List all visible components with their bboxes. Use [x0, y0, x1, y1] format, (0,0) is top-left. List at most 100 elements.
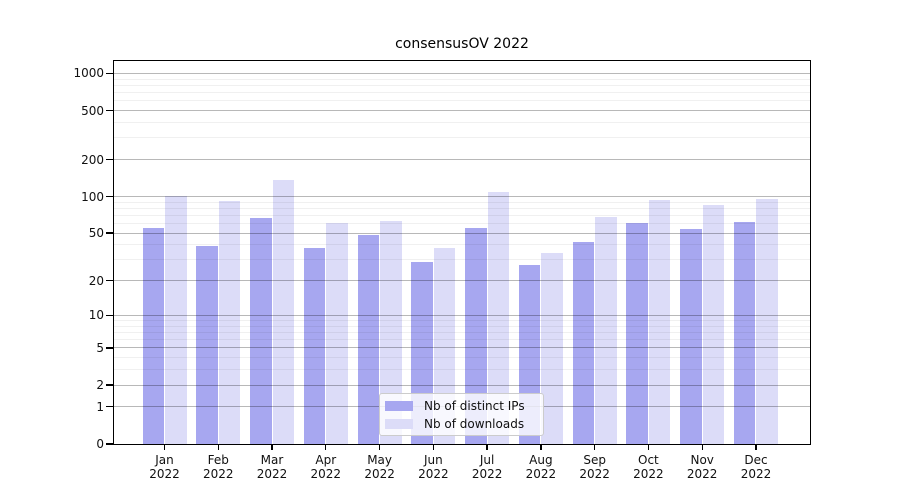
y-gridline-major [114, 110, 810, 112]
x-tick-label: Jan 2022 [137, 453, 193, 481]
x-tick-label-year: 2022 [633, 467, 664, 481]
bar-downloads [218, 200, 241, 444]
x-tick-label-year: 2022 [256, 467, 288, 481]
x-tick-label: Nov 2022 [674, 453, 730, 481]
legend-item-distinct-ips: Nb of distinct IPs [385, 398, 543, 413]
y-gridline-minor [114, 369, 810, 371]
x-tick-label: Jun 2022 [405, 453, 461, 481]
bar-downloads [702, 205, 725, 444]
y-tick-label: 500 [81, 103, 104, 118]
grid-layer [114, 61, 810, 444]
x-tick [378, 445, 381, 450]
legend-label-downloads: Nb of downloads [424, 416, 525, 431]
legend-swatch-distinct-ips [385, 400, 413, 411]
x-tick [647, 445, 650, 450]
bar-distinct-ips [142, 228, 164, 444]
x-tick-label-year: 2022 [579, 467, 610, 481]
bar-downloads [165, 195, 187, 444]
x-tick-label-year: 2022 [364, 467, 395, 481]
x-tick-label: Jul 2022 [459, 453, 515, 481]
x-tick-label: Apr 2022 [298, 453, 354, 481]
x-tick-label-month: Mar [260, 453, 284, 467]
x-tick [271, 445, 273, 450]
bar-distinct-ips [465, 228, 487, 444]
x-tick-label-month: Oct [638, 453, 659, 467]
x-tick [163, 445, 166, 450]
y-gridline-major [114, 232, 810, 234]
y-tick [106, 109, 113, 112]
y-gridline-minor [114, 92, 810, 94]
bar-distinct-ips [357, 235, 380, 444]
y-tick-label: 1 [96, 399, 104, 414]
legend-label-distinct-ips: Nb of distinct IPs [424, 398, 525, 413]
y-tick [106, 232, 113, 234]
y-gridline-minor [114, 137, 810, 139]
x-tick-label-year: 2022 [149, 467, 180, 481]
x-tick-label-year: 2022 [310, 467, 342, 481]
x-tick-label-month: Dec [744, 453, 768, 467]
y-gridline-major [114, 196, 810, 197]
legend-swatch-downloads [385, 418, 413, 429]
y-tick [106, 195, 113, 198]
x-tick [325, 445, 327, 450]
x-tick-label-month: Sep [583, 453, 606, 467]
x-tick-label-year: 2022 [471, 467, 503, 481]
y-tick [106, 314, 113, 317]
bar-downloads [541, 253, 563, 444]
y-gridline-major [114, 280, 810, 282]
y-tick [106, 72, 113, 75]
y-tick [106, 443, 113, 445]
x-tick [701, 445, 703, 450]
bar-distinct-ips [303, 247, 326, 444]
y-tick-label: 0 [96, 437, 104, 451]
y-gridline-minor [114, 84, 810, 86]
x-tick-label-month: Aug [529, 453, 553, 467]
y-gridline-minor [114, 214, 810, 216]
x-tick-label: Dec 2022 [728, 453, 784, 481]
y-gridline-minor [114, 207, 810, 209]
y-tick-label: 5 [96, 340, 104, 355]
x-tick [594, 445, 596, 450]
bar-distinct-ips [572, 242, 595, 444]
bar-downloads [380, 220, 402, 444]
y-tick [106, 347, 113, 349]
y-gridline-major [114, 347, 810, 349]
y-gridline-minor [114, 339, 810, 341]
legend: Nb of distinct IPs Nb of downloads [379, 393, 544, 436]
bar-downloads [487, 192, 510, 444]
y-tick-label: 10 [88, 308, 104, 323]
bar-distinct-ips [196, 246, 218, 444]
y-gridline-minor [114, 122, 810, 123]
y-gridline-minor [114, 325, 810, 327]
bar-downloads [595, 216, 617, 444]
y-tick [106, 158, 113, 161]
y-gridline-major [114, 384, 810, 386]
bar-downloads [272, 180, 295, 444]
x-tick-label: May 2022 [352, 453, 408, 481]
legend-item-downloads: Nb of downloads [385, 416, 543, 431]
y-gridline-major [114, 159, 810, 161]
y-gridline-minor [114, 201, 810, 203]
y-tick [106, 384, 113, 386]
y-gridline-major [114, 314, 810, 316]
x-tick [486, 445, 488, 450]
x-tick-label-year: 2022 [203, 467, 234, 481]
x-tick-label-month: Apr [315, 453, 337, 467]
x-tick-label: Sep 2022 [567, 453, 623, 481]
bar-downloads [326, 222, 348, 444]
x-tick-label-month: Jul [479, 453, 495, 467]
bar-downloads [648, 199, 671, 444]
y-gridline-minor [114, 357, 810, 359]
y-tick [106, 280, 113, 282]
bar-distinct-ips [250, 217, 272, 444]
bar-distinct-ips [626, 222, 648, 444]
y-tick [106, 406, 113, 408]
y-tick-label: 1000 [73, 66, 104, 81]
x-tick-label-month: Feb [207, 453, 229, 467]
x-tick-label-year: 2022 [525, 467, 557, 481]
bar-distinct-ips [733, 221, 756, 444]
y-gridline-minor [114, 320, 810, 321]
bar-distinct-ips [680, 229, 702, 444]
y-gridline-minor [114, 259, 810, 261]
